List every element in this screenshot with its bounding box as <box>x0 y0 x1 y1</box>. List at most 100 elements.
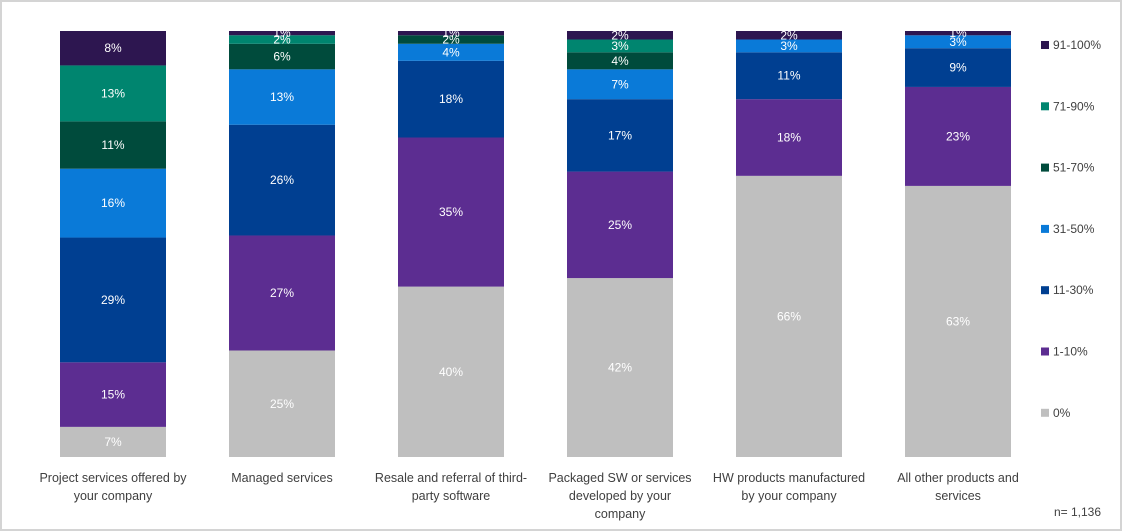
sample-size-footnote: n= 1,136 <box>1054 505 1101 519</box>
legend-swatch <box>1041 286 1049 295</box>
data-label: 13% <box>101 86 125 100</box>
data-label: 26% <box>270 173 294 187</box>
data-label: 2% <box>611 28 629 42</box>
legend-label: 31-50% <box>1053 222 1095 236</box>
category-label: party software <box>412 489 491 503</box>
category-label: Managed services <box>231 471 332 485</box>
data-label: 8% <box>104 41 122 55</box>
bar-segment <box>736 175 842 457</box>
bar-segment <box>398 43 504 61</box>
bar-segment <box>60 426 166 457</box>
legend-label: 11-30% <box>1053 283 1094 297</box>
data-label: 63% <box>946 314 970 328</box>
legend-label: 71-90% <box>1053 99 1095 113</box>
data-label: 23% <box>946 129 970 143</box>
data-label: 7% <box>104 435 122 449</box>
data-label: 29% <box>101 293 125 307</box>
data-label: 4% <box>442 45 460 59</box>
bar-segment <box>905 185 1011 457</box>
bar-segment <box>60 31 166 66</box>
bar-segment <box>398 35 504 44</box>
bar-stack-2: 25% 27% 26% 13% 6% 2%1% <box>229 26 335 457</box>
data-label: 4% <box>611 54 629 68</box>
bar-segment <box>905 31 1011 36</box>
legend-swatch <box>1041 224 1049 233</box>
data-label: 13% <box>270 90 294 104</box>
category-label: by your company <box>741 489 837 503</box>
bar-segment <box>905 35 1011 49</box>
bar-segment <box>567 39 673 53</box>
bar-segment <box>60 121 166 169</box>
data-label: 27% <box>270 286 294 300</box>
bar-stack-5: 66% 18% 11% 3%2% <box>736 28 842 457</box>
bars-group: 7%15%29%16%11%13%8%25%27%26%13%6%2%1%40%… <box>60 26 1011 457</box>
category-label: company <box>595 507 646 521</box>
data-label: 9% <box>949 61 967 75</box>
data-label: 2% <box>273 33 291 47</box>
bar-segment <box>567 69 673 100</box>
bar-stack-4: 42% 25% 17% 7% 4%3%2% <box>567 28 673 457</box>
data-label: 40% <box>439 365 463 379</box>
bar-segment <box>60 168 166 238</box>
category-labels: Project services offered by your company M… <box>39 471 1018 521</box>
legend-swatch <box>1041 102 1049 111</box>
data-label: 17% <box>608 128 632 142</box>
legend-label: 51-70% <box>1053 161 1095 175</box>
bar-segment <box>229 31 335 36</box>
bar-segment <box>567 278 673 457</box>
bar-segment <box>567 52 673 70</box>
data-label: 3% <box>949 35 967 49</box>
data-label: 42% <box>608 361 632 375</box>
bar-segment <box>905 86 1011 186</box>
bar-segment <box>398 286 504 457</box>
bar-segment <box>736 31 842 40</box>
bar-segment <box>60 65 166 122</box>
data-label: 25% <box>270 397 294 411</box>
data-label: 25% <box>608 218 632 232</box>
category-label: HW products manufactured <box>713 471 865 485</box>
bar-segment <box>229 235 335 351</box>
bar-segment <box>736 99 842 176</box>
legend-label: 1-10% <box>1053 345 1088 359</box>
data-label: 15% <box>101 388 125 402</box>
bar-stack-6: 63% 23% 9% 3%1% <box>905 26 1011 457</box>
legend-swatch <box>1041 408 1049 417</box>
bar-segment <box>229 43 335 70</box>
legend-label: 0% <box>1053 406 1071 420</box>
data-label: 2% <box>780 28 798 42</box>
data-label: 1% <box>442 26 460 40</box>
category-label: Project services offered by <box>39 471 187 485</box>
data-label: 3% <box>780 39 798 53</box>
data-label: 11% <box>777 69 800 83</box>
bar-segment <box>567 171 673 279</box>
data-label: 11% <box>101 138 124 152</box>
data-label: 3% <box>611 39 629 53</box>
bar-segment <box>60 362 166 427</box>
data-label: 1% <box>949 26 967 40</box>
bar-segment <box>229 35 335 44</box>
bar-segment <box>398 31 504 36</box>
category-label: Resale and referral of third- <box>375 471 527 485</box>
category-label: Packaged SW or services <box>548 471 691 485</box>
bar-segment <box>398 137 504 287</box>
legend-label: 91-100% <box>1053 38 1101 52</box>
bar-stack-3: 40% 35% 18% 4%2%1% <box>398 26 504 457</box>
bar-segment <box>567 99 673 172</box>
data-label: 35% <box>439 205 463 219</box>
data-label: 18% <box>777 131 801 145</box>
bar-segment <box>398 60 504 138</box>
data-label: 18% <box>439 92 463 106</box>
bar-segment <box>229 124 335 236</box>
data-label: 2% <box>442 33 460 47</box>
data-label: 7% <box>611 77 629 91</box>
category-label: developed by your <box>569 489 671 503</box>
legend-swatch <box>1041 41 1049 49</box>
bar-segment <box>736 52 842 100</box>
data-label: 66% <box>777 309 801 323</box>
category-label: services <box>935 489 981 503</box>
bar-segment <box>229 350 335 457</box>
bar-segment <box>60 237 166 363</box>
data-label: 6% <box>273 50 291 64</box>
category-label: All other products and <box>897 471 1019 485</box>
